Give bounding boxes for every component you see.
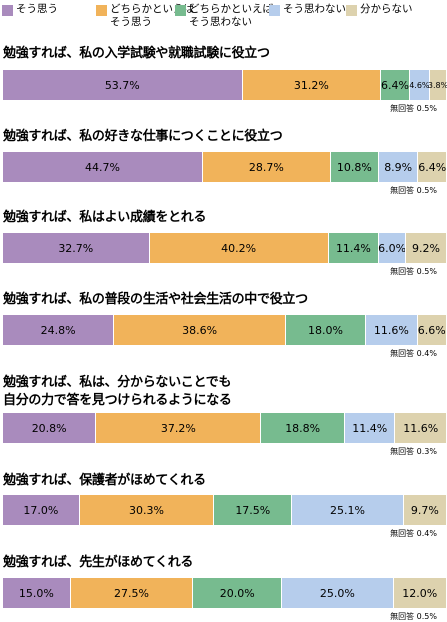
bar-segment-2: 28.7% <box>202 152 330 182</box>
legend-item-1: そう思う <box>2 3 58 16</box>
bar-segment-2: 30.3% <box>78 495 214 525</box>
no-answer-label: 無回答 0.5% <box>390 104 437 113</box>
legend-label: 分からない <box>360 3 413 15</box>
bar-segment-5: 3.8% <box>428 70 447 100</box>
legend-item-3: どちらかといえば そう思わない <box>175 3 273 29</box>
legend-swatch <box>96 5 107 16</box>
question-title: 勉強すれば、私の普段の生活や社会生活の中で役立つ <box>3 292 308 307</box>
question-title: 勉強すれば、私はよい成績をとれる <box>3 210 207 225</box>
question-title: 勉強すれば、先生がほめてくれる <box>3 555 194 570</box>
bar-segment-4: 4.6% <box>408 70 430 100</box>
question-title: 勉強すれば、私は、分からないことでも 自分の力で答を見つけられるようになる <box>3 375 232 408</box>
legend-swatch <box>269 5 280 16</box>
bar-segment-1: 44.7% <box>3 152 203 182</box>
bar-segment-5: 6.4% <box>417 152 446 182</box>
bar-segment-3: 18.0% <box>284 315 366 345</box>
no-answer-label: 無回答 0.5% <box>390 267 437 276</box>
bar-segment-4: 11.4% <box>343 413 395 443</box>
bar-segment-5: 12.0% <box>392 578 446 608</box>
bar-segment-2: 37.2% <box>95 413 261 443</box>
stacked-bar: 17.0% 30.3% 17.5% 25.1% 9.7% <box>3 495 446 525</box>
bar-segment-1: 32.7% <box>3 233 149 263</box>
bar-segment-3: 20.0% <box>192 578 282 608</box>
bar-segment-3: 6.4% <box>380 70 409 100</box>
stacked-bar: 20.8% 37.2% 18.8% 11.4% 11.6% <box>3 413 446 443</box>
stacked-bar: 44.7% 28.7% 10.8% 8.9% 6.4% <box>3 152 446 182</box>
bar-segment-3: 17.5% <box>213 495 292 525</box>
legend-swatch <box>2 5 13 16</box>
legend-item-4: そう思わない <box>269 3 346 16</box>
bar-segment-5: 6.6% <box>416 315 446 345</box>
bar-segment-1: 24.8% <box>3 315 114 345</box>
legend-label: どちらかといえば そう思う <box>110 3 194 28</box>
bar-segment-2: 38.6% <box>113 315 285 345</box>
question-title: 勉強すれば、保護者がほめてくれる <box>3 473 206 488</box>
bar-segment-2: 27.5% <box>69 578 193 608</box>
no-answer-label: 無回答 0.4% <box>390 529 437 538</box>
bar-segment-1: 53.7% <box>3 70 242 100</box>
bar-segment-2: 31.2% <box>241 70 381 100</box>
bar-segment-3: 18.8% <box>260 413 344 443</box>
bar-segment-1: 20.8% <box>3 413 96 443</box>
bar-segment-2: 40.2% <box>148 233 328 263</box>
bar-segment-1: 17.0% <box>3 495 79 525</box>
legend-item-5: 分からない <box>346 3 413 16</box>
bar-segment-4: 8.9% <box>377 152 418 182</box>
bar-segment-3: 10.8% <box>329 152 378 182</box>
bar-segment-5: 11.6% <box>394 413 446 443</box>
legend-label: そう思わない <box>283 3 346 15</box>
no-answer-label: 無回答 0.5% <box>390 186 437 195</box>
chart-legend: そう思う どちらかといえば そう思う どちらかといえば そう思わない そう思わない 分か… <box>0 0 447 36</box>
question-title: 勉強すれば、私の入学試験や就職試験に役立つ <box>3 46 270 61</box>
bar-segment-4: 25.0% <box>281 578 393 608</box>
bar-segment-4: 11.6% <box>365 315 417 345</box>
bar-segment-1: 15.0% <box>3 578 70 608</box>
bar-segment-5: 9.7% <box>402 495 446 525</box>
no-answer-label: 無回答 0.4% <box>390 349 437 358</box>
legend-item-2: どちらかといえば そう思う <box>96 3 194 29</box>
no-answer-label: 無回答 0.5% <box>390 612 437 621</box>
legend-label: そう思う <box>16 3 58 15</box>
stacked-bar: 15.0% 27.5% 20.0% 25.0% 12.0% <box>3 578 446 608</box>
legend-label: どちらかといえば そう思わない <box>189 3 273 28</box>
bar-segment-4: 6.0% <box>378 233 406 263</box>
stacked-bar: 32.7% 40.2% 11.4% 6.0% 9.2% <box>3 233 446 263</box>
bar-segment-4: 25.1% <box>291 495 403 525</box>
legend-swatch <box>175 5 186 16</box>
legend-swatch <box>346 5 357 16</box>
stacked-bar: 24.8% 38.6% 18.0% 11.6% 6.6% <box>3 315 446 345</box>
question-title: 勉強すれば、私の好きな仕事につくことに役立つ <box>3 129 283 144</box>
bar-segment-3: 11.4% <box>327 233 379 263</box>
stacked-bar: 53.7% 31.2% 6.4% 4.6% 3.8% <box>3 70 447 100</box>
bar-segment-5: 9.2% <box>405 233 446 263</box>
no-answer-label: 無回答 0.3% <box>390 447 437 456</box>
